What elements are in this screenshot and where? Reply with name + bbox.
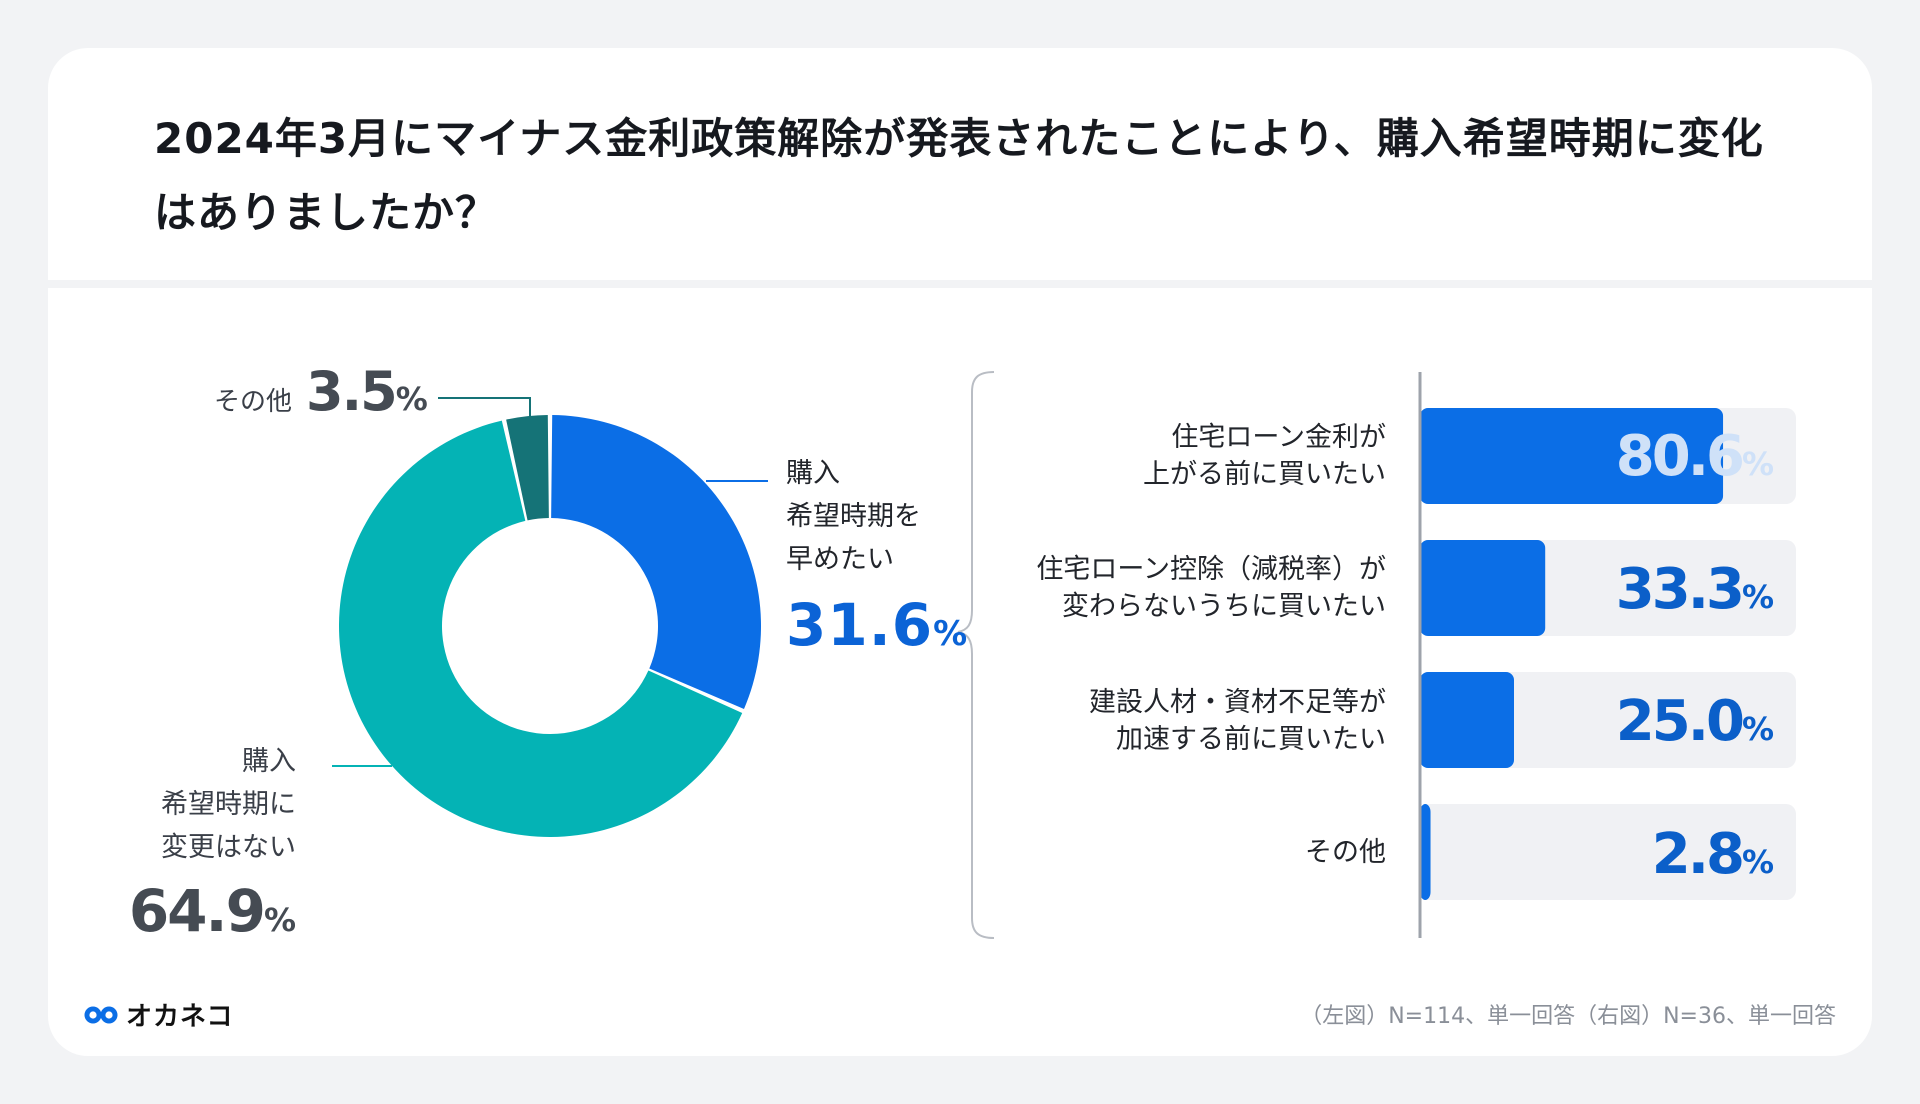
bar-tax-credit (1420, 540, 1546, 636)
bar-material-shortage (1420, 672, 1514, 768)
bar-value-other: 2.8% (1651, 822, 1774, 887)
chart-title: 2024年3月にマイナス金利政策解除が発表されたことにより、購入希望時期に変化は… (154, 114, 1764, 237)
bar-other (1420, 804, 1431, 900)
bar-value-tax-credit: 33.3% (1615, 557, 1774, 622)
brand-name: オカネコ (126, 1002, 234, 1032)
leader-line-other (438, 397, 531, 418)
bar-value-rate-rise: 80.6% (1615, 424, 1774, 489)
slice-label-earlier: 購入 希望時期を 早めたい 31.6% (786, 452, 967, 659)
donut-slice-no-change (339, 420, 743, 837)
slice-value-no-change: 64.9% (128, 877, 296, 945)
bar-track-other (1420, 804, 1796, 900)
bracket-line (957, 371, 995, 939)
bar-label-material-shortage: 建設人材・資材不足等が 加速する前に買いたい (1089, 687, 1386, 755)
slice-value-earlier: 31.6% (786, 591, 968, 659)
bar-label-tax-credit: 住宅ローン控除（減税率）が 変わらないうちに買いたい (1036, 554, 1386, 622)
bar-label-other: その他 (1305, 837, 1386, 868)
bracket (957, 371, 995, 939)
title-divider (48, 280, 1872, 288)
slice-name-earlier: 購入 希望時期を 早めたい (786, 458, 921, 575)
slice-label-other: その他 3.5% (214, 360, 428, 423)
bar-chart (1418, 372, 1796, 938)
donut-chart (339, 415, 761, 837)
footnote: （左図）N=114、単一回答（右図）N=36、単一回答 (1300, 1004, 1836, 1029)
bar-value-material-shortage: 25.0% (1615, 689, 1774, 754)
bar-rate-rise (1420, 408, 1724, 504)
slice-name-no-change: 購入 希望時期に 変更はない (161, 746, 296, 863)
slice-name-other: その他 (214, 387, 293, 417)
slice-label-no-change: 購入 希望時期に 変更はない 64.9% (129, 740, 296, 945)
okaneko-logo-icon (84, 1006, 118, 1023)
donut-slice-other (506, 415, 549, 521)
bar-label-rate-rise: 住宅ローン金利が 上がる前に買いたい (1143, 422, 1386, 490)
donut-leader-lines (332, 397, 768, 767)
brand-logo: オカネコ (84, 996, 233, 1033)
slice-value-other: 3.5% (306, 360, 428, 423)
donut-slice-earlier (551, 415, 761, 709)
title-area: 2024年3月にマイナス金利政策解除が発表されたことにより、購入希望時期に変化は… (48, 48, 1872, 280)
